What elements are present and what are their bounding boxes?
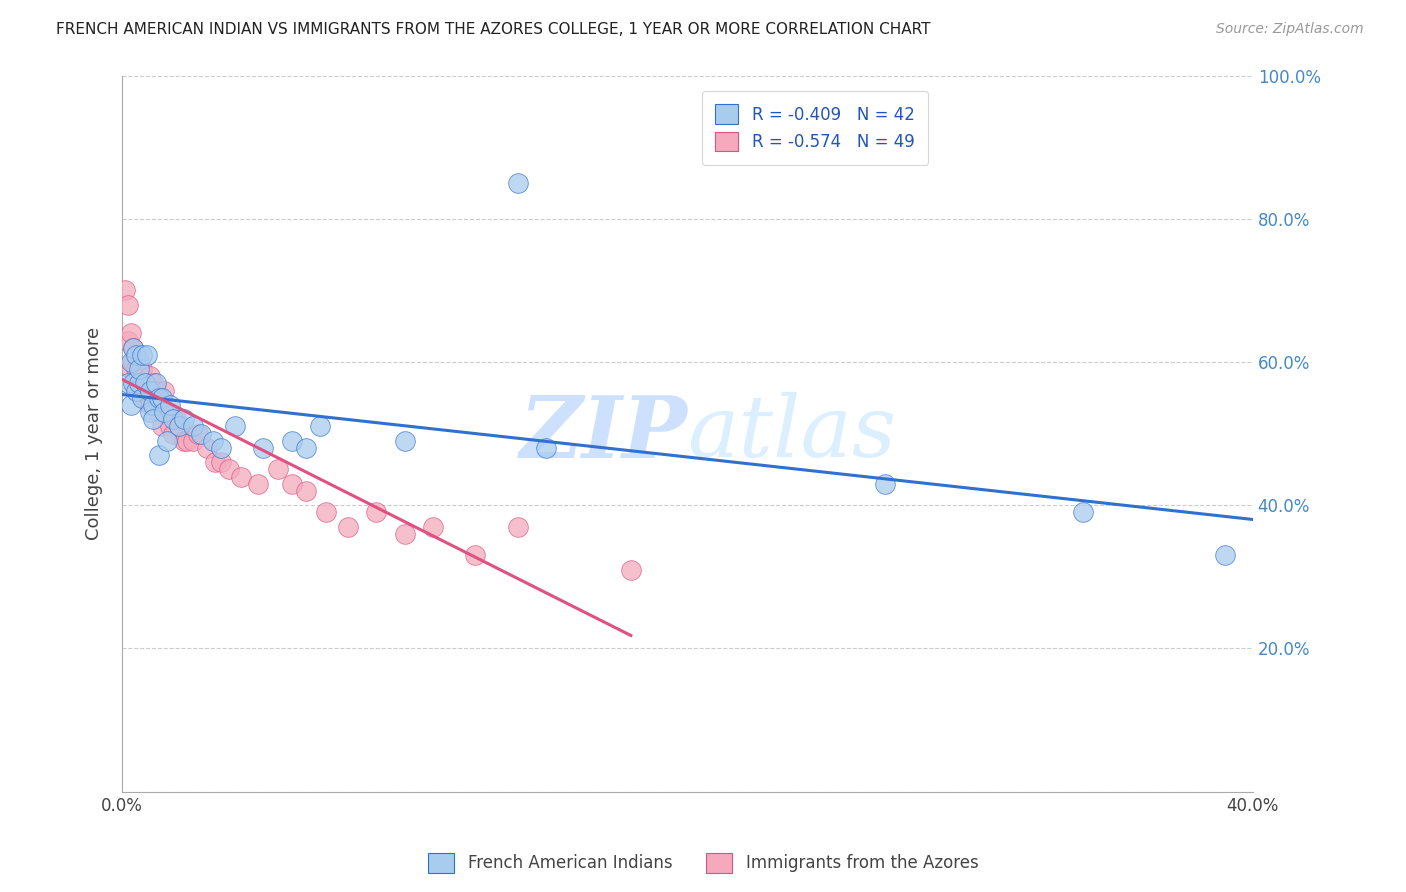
Point	[136, 348, 159, 362]
Point	[464, 549, 486, 563]
Point	[150, 391, 173, 405]
Point	[620, 563, 643, 577]
Point	[145, 384, 167, 398]
Text: FRENCH AMERICAN INDIAN VS IMMIGRANTS FROM THE AZORES COLLEGE, 1 YEAR OR MORE COR: FRENCH AMERICAN INDIAN VS IMMIGRANTS FRO…	[56, 22, 931, 37]
Point	[209, 455, 232, 469]
Point	[337, 519, 360, 533]
Point	[145, 376, 167, 391]
Text: Source: ZipAtlas.com: Source: ZipAtlas.com	[1216, 22, 1364, 37]
Point	[142, 412, 165, 426]
Point	[142, 376, 165, 391]
Legend: R = -0.409   N = 42, R = -0.574   N = 49: R = -0.409 N = 42, R = -0.574 N = 49	[702, 91, 928, 164]
Point	[1213, 549, 1236, 563]
Point	[125, 348, 148, 362]
Point	[156, 434, 179, 448]
Point	[366, 505, 388, 519]
Point	[117, 376, 139, 391]
Point	[294, 483, 316, 498]
Point	[120, 326, 142, 341]
Point	[120, 362, 142, 376]
Point	[148, 448, 170, 462]
Point	[1071, 505, 1094, 519]
Point	[131, 391, 153, 405]
Point	[246, 476, 269, 491]
Point	[139, 384, 162, 398]
Point	[128, 362, 150, 376]
Point	[148, 391, 170, 405]
Text: ZIP: ZIP	[520, 392, 688, 475]
Point	[294, 441, 316, 455]
Point	[134, 376, 156, 391]
Point	[252, 441, 274, 455]
Point	[204, 455, 226, 469]
Point	[114, 284, 136, 298]
Point	[117, 298, 139, 312]
Text: atlas: atlas	[688, 392, 897, 475]
Point	[422, 519, 444, 533]
Point	[280, 434, 302, 448]
Point	[181, 419, 204, 434]
Point	[266, 462, 288, 476]
Point	[201, 434, 224, 448]
Point	[120, 355, 142, 369]
Point	[153, 405, 176, 419]
Point	[122, 355, 145, 369]
Point	[315, 505, 337, 519]
Y-axis label: College, 1 year or more: College, 1 year or more	[86, 327, 103, 541]
Point	[159, 419, 181, 434]
Point	[128, 376, 150, 391]
Point	[156, 405, 179, 419]
Point	[187, 426, 209, 441]
Point	[173, 434, 195, 448]
Point	[148, 405, 170, 419]
Point	[139, 369, 162, 384]
Point	[125, 376, 148, 391]
Point	[506, 176, 529, 190]
Point	[195, 441, 218, 455]
Point	[394, 434, 416, 448]
Point	[139, 398, 162, 412]
Point	[875, 476, 897, 491]
Point	[125, 362, 148, 376]
Point	[162, 426, 184, 441]
Point	[165, 412, 187, 426]
Point	[131, 362, 153, 376]
Point	[506, 519, 529, 533]
Point	[167, 419, 190, 434]
Point	[122, 341, 145, 355]
Point	[162, 412, 184, 426]
Point	[139, 405, 162, 419]
Point	[394, 527, 416, 541]
Point	[159, 398, 181, 412]
Point	[167, 419, 190, 434]
Point	[534, 441, 557, 455]
Point	[128, 376, 150, 391]
Point	[280, 476, 302, 491]
Point	[176, 434, 198, 448]
Point	[142, 398, 165, 412]
Point	[173, 412, 195, 426]
Point	[229, 469, 252, 483]
Point	[190, 426, 212, 441]
Point	[120, 398, 142, 412]
Point	[209, 441, 232, 455]
Point	[117, 334, 139, 348]
Point	[136, 384, 159, 398]
Point	[131, 348, 153, 362]
Point	[128, 355, 150, 369]
Point	[153, 384, 176, 398]
Point	[181, 434, 204, 448]
Point	[224, 419, 246, 434]
Point	[134, 391, 156, 405]
Point	[218, 462, 240, 476]
Point	[134, 376, 156, 391]
Point	[309, 419, 332, 434]
Point	[125, 384, 148, 398]
Point	[150, 419, 173, 434]
Point	[122, 341, 145, 355]
Legend: French American Indians, Immigrants from the Azores: French American Indians, Immigrants from…	[420, 847, 986, 880]
Point	[122, 376, 145, 391]
Point	[131, 384, 153, 398]
